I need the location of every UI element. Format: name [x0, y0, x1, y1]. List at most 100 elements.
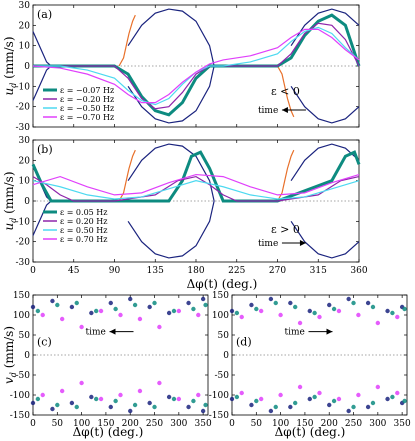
scatter-point	[69, 304, 75, 310]
scatter-point	[327, 402, 332, 408]
panel-label: (c)	[37, 335, 52, 348]
y-tick-label: 100	[212, 311, 229, 321]
scatter-point	[273, 300, 278, 306]
scatter-point	[171, 308, 177, 314]
reference-curve	[32, 200, 52, 236]
scatter-point	[200, 408, 206, 414]
y-tick-label: 30	[19, 136, 31, 146]
y-tick-label: 0	[24, 197, 30, 207]
y-tick-label: -20	[16, 103, 31, 113]
reference-curve	[290, 143, 360, 181]
y-tick-label: 10	[19, 42, 31, 52]
scatter-point	[375, 384, 381, 390]
epsilon-annotation: ε > 0	[271, 223, 300, 236]
x-tick-label: 250	[345, 419, 362, 429]
y-tick-label: 50	[218, 331, 230, 341]
scatter-point	[307, 308, 312, 314]
y-tick-label: 0	[24, 62, 30, 72]
scatter-point	[317, 314, 322, 320]
scatter-point	[30, 400, 36, 406]
scatter-point	[375, 320, 381, 326]
x-tick-label: 225	[228, 266, 245, 276]
reference-curve	[32, 65, 52, 101]
scatter-point	[108, 300, 113, 306]
x-tick-label: 50	[52, 419, 64, 429]
series-line	[31, 150, 361, 203]
scatter-point	[356, 392, 361, 398]
scatter-point	[351, 404, 356, 410]
scatter-point	[234, 394, 240, 400]
time-label: time	[86, 328, 106, 338]
scatter-point	[55, 302, 60, 308]
scatter-point	[203, 402, 208, 408]
scatter-point	[370, 304, 376, 310]
reference-curve	[118, 14, 136, 67]
y-tick-label: 100	[13, 311, 30, 321]
x-tick-label: 100	[272, 419, 289, 429]
scatter-point	[317, 390, 322, 396]
scatter-point	[196, 392, 201, 398]
reference-curve	[290, 221, 360, 259]
scatter-point	[385, 308, 390, 314]
y-tick-label: -150	[10, 411, 30, 421]
series-line	[32, 173, 360, 196]
scatter-point	[113, 306, 118, 312]
scatter-point	[40, 312, 45, 318]
legend-entry: ε = 0.05 Hz	[60, 208, 107, 217]
reference-curve	[127, 143, 215, 202]
y-tick-label: -10	[16, 82, 31, 92]
scatter-point	[30, 304, 36, 310]
scatter-point	[152, 404, 157, 410]
x-tick-label: 50	[251, 419, 263, 429]
scatter-point	[288, 404, 293, 410]
scatter-point	[186, 300, 191, 306]
reference-curve	[127, 200, 215, 259]
y-tick-label: 10	[19, 177, 31, 187]
scatter-point	[137, 388, 143, 394]
scatter-point	[118, 312, 123, 318]
scatter-point	[307, 396, 312, 402]
reference-curve	[32, 31, 52, 67]
y-tick-label: 0	[24, 351, 30, 361]
scatter-point	[152, 300, 157, 306]
y-tick-label: -100	[10, 391, 30, 401]
panel-c: 0 50 100 150 200 250 300 350 -150 -100 -50 0 50 100 15…	[2, 291, 212, 429]
scatter-point	[297, 384, 303, 390]
scatter-point	[128, 296, 133, 302]
time-arrow-head	[281, 107, 288, 113]
legend-entry: ε = −0.70 Hz	[60, 113, 114, 122]
scatter-point	[191, 306, 196, 312]
x-tick-label: 360	[350, 266, 367, 276]
scatter-point	[35, 396, 41, 402]
y-tick-label: 0	[223, 351, 229, 361]
scatter-point	[98, 308, 104, 314]
epsilon-annotation: ε < 0	[271, 85, 300, 98]
scatter-point	[79, 380, 84, 386]
legend-entry: ε = 0.20 Hz	[60, 217, 107, 226]
scatter-point	[395, 390, 400, 396]
scatter-point	[147, 304, 152, 310]
scatter-point	[370, 400, 376, 406]
scatter-point	[55, 402, 60, 408]
time-arrow-head	[109, 328, 116, 335]
legend-entry: ε = −0.50 Hz	[60, 104, 114, 113]
scatter-point	[402, 398, 407, 404]
scatter-point	[166, 394, 172, 400]
y-axis-label: vd (mm/s)	[2, 326, 18, 384]
shared-xlabel-top: Δφ(t) (deg.)	[187, 277, 258, 291]
scatter-point	[249, 302, 254, 308]
reference-curve	[290, 86, 360, 124]
y-tick-label: -10	[16, 217, 31, 227]
scatter-point	[50, 298, 55, 304]
time-arrow-head	[326, 328, 333, 335]
x-tick-label: 270	[269, 266, 286, 276]
x-tick-label: 350	[394, 419, 411, 429]
scatter-point	[312, 394, 317, 400]
scatter-point	[176, 396, 182, 402]
scatter-point	[171, 396, 177, 402]
scatter-point	[278, 392, 283, 398]
scatter-point	[297, 320, 303, 326]
scatter-point	[79, 324, 84, 330]
scatter-point	[258, 396, 264, 402]
scatter-point	[93, 396, 99, 402]
